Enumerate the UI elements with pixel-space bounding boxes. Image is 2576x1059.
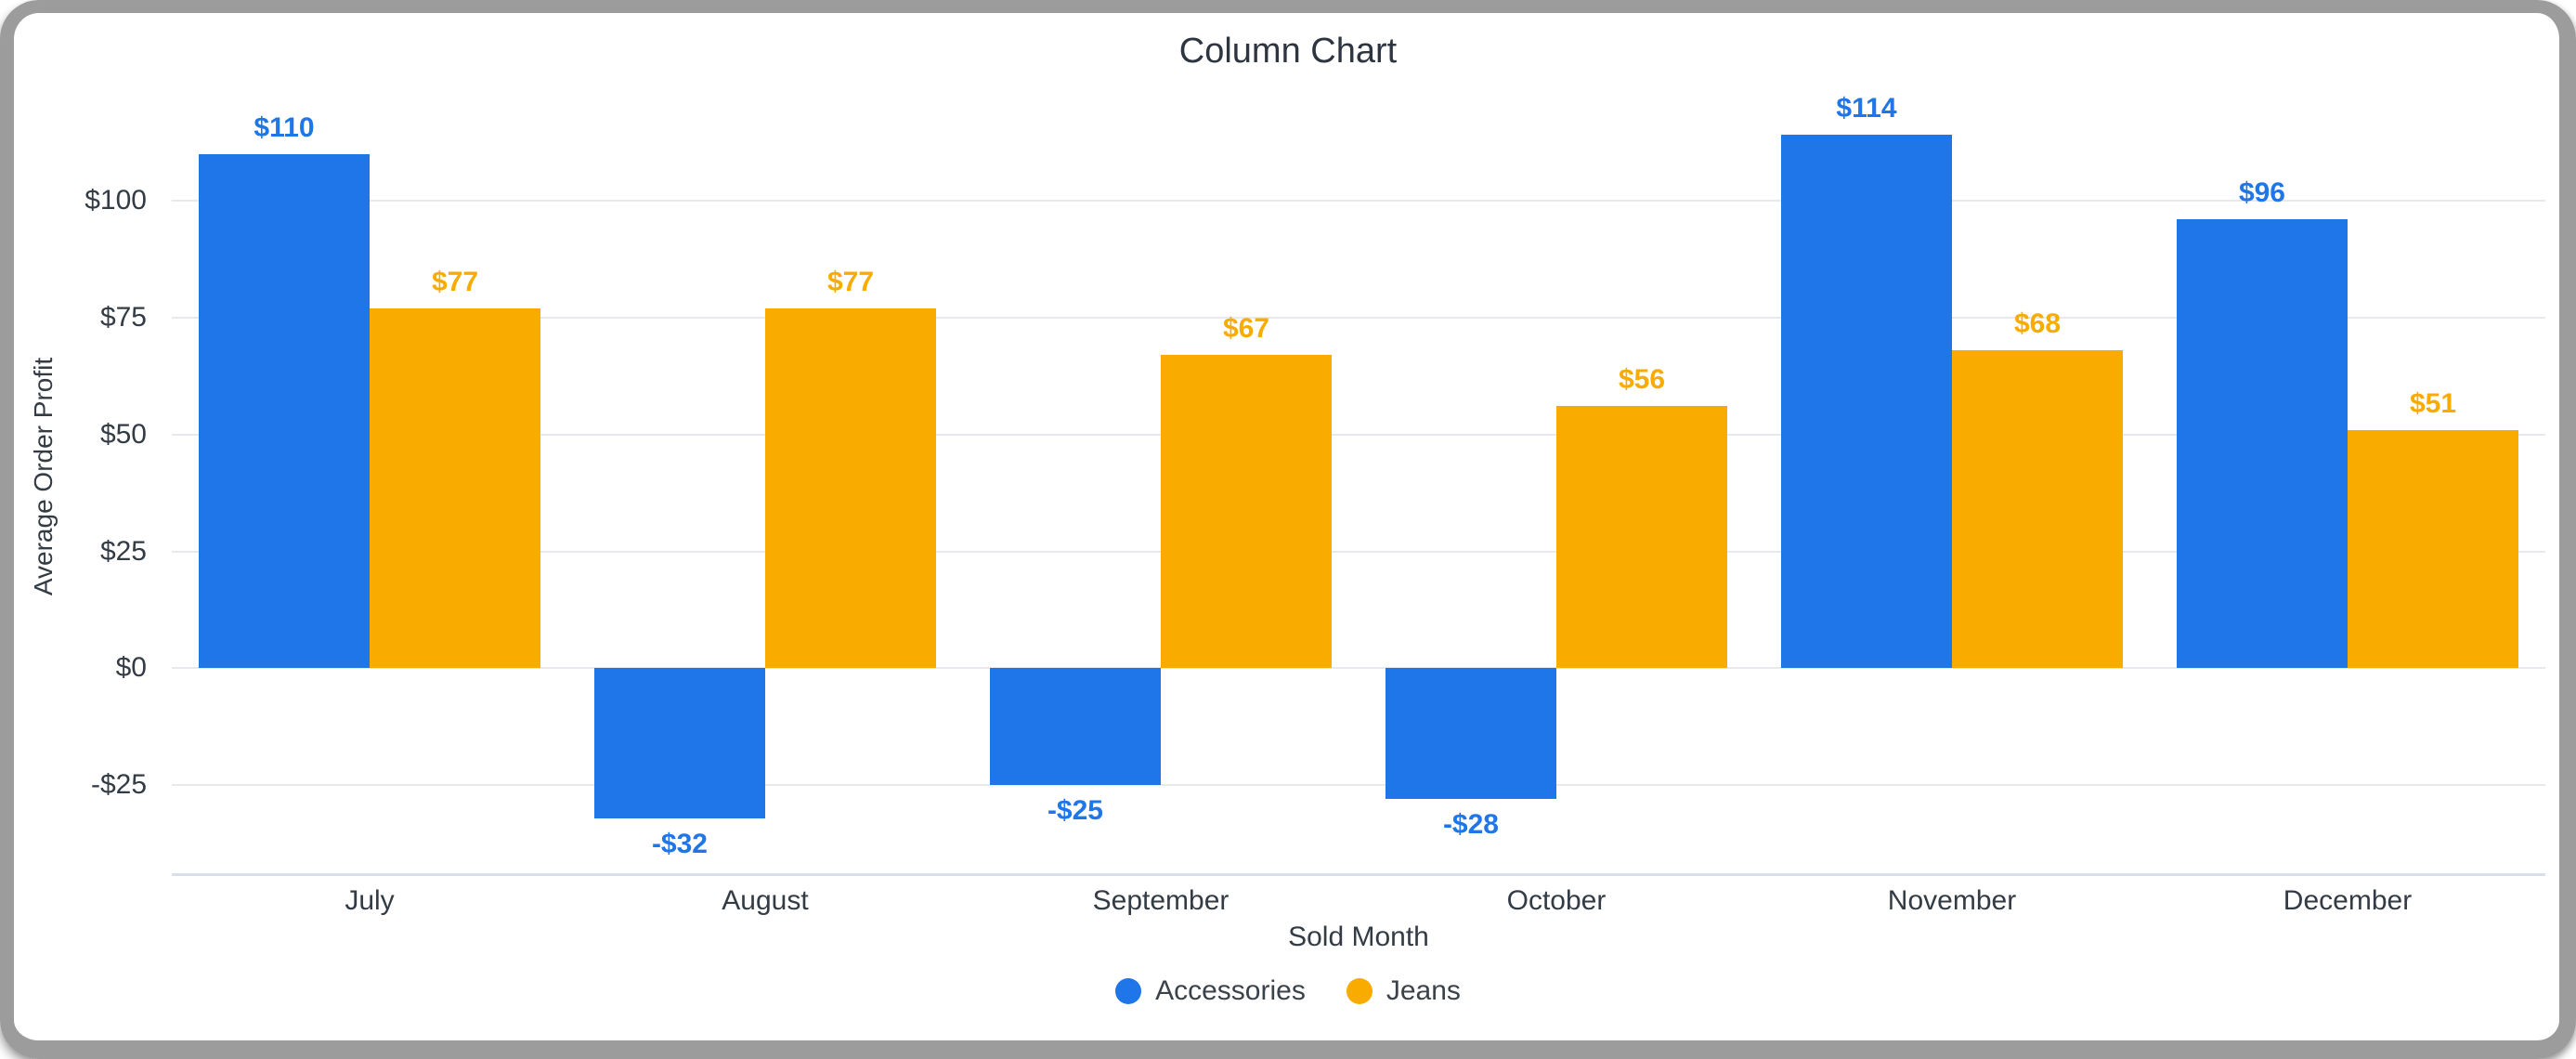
y-tick-label--25: -$25 [90,769,147,801]
plot-area: $110 $77 -$32 $77 -$25 $67 -$28 $56 $114 $68 $96 $5… [172,79,2545,876]
x-tick-label-december: December [2283,885,2413,916]
y-axis-tick-labels: $100 $75 $50 $25 $0 -$25 [0,0,172,1059]
gridline-50 [172,433,2545,436]
bar-value-label-jeans-october: $56 [1618,364,1666,396]
bar-jeans-october[interactable] [1556,406,1728,669]
bar-value-label-jeans-november: $68 [2013,308,2062,340]
bar-value-label-jeans-september: $67 [1222,313,1270,345]
bar-value-label-accessories-july: $110 [254,111,315,143]
chart-title: Column Chart [1178,32,1398,71]
legend-swatch-jeans [1346,978,1373,1004]
legend-swatch-accessories [1115,978,1142,1004]
bar-jeans-august[interactable] [765,307,937,669]
bar-jeans-november[interactable] [1952,350,2124,669]
bar-value-label-accessories-september: -$25 [1047,795,1103,827]
bar-accessories-november[interactable] [1780,135,1952,669]
x-tick-label-october: October [1506,885,1607,916]
y-tick-label-0: $0 [115,652,147,684]
bar-value-label-jeans-august: $77 [826,266,875,297]
legend: Accessories Jeans [0,975,2576,1007]
gridline-100 [172,199,2545,202]
x-axis-title: Sold Month [1288,922,1429,952]
y-tick-label-25: $25 [99,535,147,567]
gridline-0 [172,667,2545,670]
bar-jeans-september[interactable] [1161,355,1333,669]
bar-value-label-jeans-december: $51 [2409,387,2457,419]
legend-item-jeans[interactable]: Jeans [1346,975,1461,1007]
y-tick-label-100: $100 [85,184,147,216]
x-tick-label-september: September [1092,885,1229,916]
bar-value-label-jeans-july: $77 [431,266,479,297]
bar-jeans-december[interactable] [2348,429,2519,669]
gridline-25 [172,550,2545,553]
legend-label-jeans: Jeans [1386,975,1461,1006]
x-tick-label-july: July [345,885,395,916]
y-tick-label-75: $75 [99,301,147,333]
bar-accessories-july[interactable] [198,153,370,669]
gridline-75 [172,316,2545,319]
x-axis-tick-labels: July August September October November Decemb… [172,882,2545,920]
bar-value-label-accessories-october: -$28 [1442,809,1499,841]
bar-accessories-september[interactable] [989,668,1161,786]
legend-item-accessories[interactable]: Accessories [1115,975,1306,1007]
bar-accessories-august[interactable] [593,668,765,818]
y-tick-label-50: $50 [99,418,147,450]
legend-label-accessories: Accessories [1155,975,1306,1006]
x-tick-label-august: August [722,885,809,916]
bar-accessories-december[interactable] [2176,219,2348,669]
bar-value-label-accessories-august: -$32 [651,828,708,859]
bar-value-label-accessories-november: $114 [1836,93,1897,124]
bar-value-label-accessories-december: $96 [2238,177,2285,209]
gridline--25 [172,784,2545,787]
x-axis-line [172,873,2545,876]
x-tick-label-november: November [1887,885,2017,916]
bar-jeans-july[interactable] [370,307,541,669]
bar-accessories-october[interactable] [1385,668,1556,800]
